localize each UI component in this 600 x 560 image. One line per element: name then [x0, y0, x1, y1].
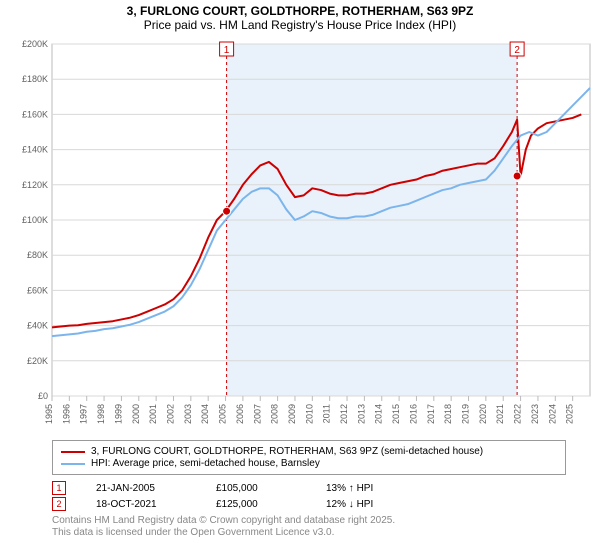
legend-swatch	[61, 451, 85, 453]
legend-label: HPI: Average price, semi-detached house,…	[91, 458, 320, 469]
svg-text:1999: 1999	[113, 404, 123, 424]
svg-text:2003: 2003	[183, 404, 193, 424]
svg-text:2024: 2024	[547, 404, 557, 424]
svg-text:2009: 2009	[287, 404, 297, 424]
legend-item: HPI: Average price, semi-detached house,…	[61, 458, 557, 469]
legend-label: 3, FURLONG COURT, GOLDTHORPE, ROTHERHAM,…	[91, 446, 483, 457]
legend-item: 3, FURLONG COURT, GOLDTHORPE, ROTHERHAM,…	[61, 446, 557, 457]
svg-text:£120K: £120K	[22, 180, 48, 190]
svg-text:2000: 2000	[131, 404, 141, 424]
svg-text:2018: 2018	[443, 404, 453, 424]
svg-text:1997: 1997	[79, 404, 89, 424]
svg-text:1998: 1998	[96, 404, 106, 424]
sale-delta: 12% ↓ HPI	[326, 499, 373, 510]
legend: 3, FURLONG COURT, GOLDTHORPE, ROTHERHAM,…	[52, 440, 566, 475]
sale-delta: 13% ↑ HPI	[326, 483, 373, 494]
svg-text:2016: 2016	[408, 404, 418, 424]
svg-text:2007: 2007	[252, 404, 262, 424]
svg-text:£40K: £40K	[27, 321, 48, 331]
svg-text:2025: 2025	[565, 404, 575, 424]
line-chart: £0 £20K £40K £60K £80K £100K £120K £140K £160K £1…	[4, 36, 596, 436]
svg-text:2017: 2017	[426, 404, 436, 424]
svg-text:£100K: £100K	[22, 215, 48, 225]
sale-events: 1 21-JAN-2005 £105,000 13% ↑ HPI 2 18-OCT-202…	[52, 481, 596, 511]
sale-date: 21-JAN-2005	[96, 483, 186, 494]
svg-text:2015: 2015	[391, 404, 401, 424]
svg-text:2006: 2006	[235, 404, 245, 424]
sale-date: 18-OCT-2021	[96, 499, 186, 510]
svg-text:£180K: £180K	[22, 74, 48, 84]
svg-text:2014: 2014	[374, 404, 384, 424]
attribution: Contains HM Land Registry data © Crown c…	[52, 515, 596, 538]
svg-text:2019: 2019	[461, 404, 471, 424]
chart-subtitle: Price paid vs. HM Land Registry's House …	[4, 18, 596, 32]
attribution-line: This data is licensed under the Open Gov…	[52, 527, 596, 539]
svg-text:2001: 2001	[148, 404, 158, 424]
svg-text:£0: £0	[38, 391, 48, 401]
svg-text:£140K: £140K	[22, 145, 48, 155]
sale-marker: 2	[52, 497, 66, 511]
svg-text:2008: 2008	[270, 404, 280, 424]
svg-text:2023: 2023	[530, 404, 540, 424]
svg-text:2: 2	[514, 45, 520, 56]
svg-text:2022: 2022	[513, 404, 523, 424]
svg-text:£160K: £160K	[22, 109, 48, 119]
svg-text:2002: 2002	[165, 404, 175, 424]
svg-text:2005: 2005	[218, 404, 228, 424]
svg-text:2011: 2011	[322, 404, 332, 423]
svg-text:1: 1	[224, 45, 230, 56]
svg-text:2004: 2004	[200, 404, 210, 424]
sale-row: 1 21-JAN-2005 £105,000 13% ↑ HPI	[52, 481, 596, 495]
legend-swatch	[61, 463, 85, 465]
svg-text:1995: 1995	[44, 404, 54, 424]
svg-text:£200K: £200K	[22, 39, 48, 49]
svg-text:1996: 1996	[61, 404, 71, 424]
svg-text:2012: 2012	[339, 404, 349, 424]
sale-price: £105,000	[216, 483, 296, 494]
chart-title: 3, FURLONG COURT, GOLDTHORPE, ROTHERHAM,…	[4, 4, 596, 18]
svg-text:2021: 2021	[495, 404, 505, 424]
attribution-line: Contains HM Land Registry data © Crown c…	[52, 515, 596, 527]
svg-text:£80K: £80K	[27, 250, 48, 260]
sale-marker: 1	[52, 481, 66, 495]
svg-text:£60K: £60K	[27, 285, 48, 295]
sale-price: £125,000	[216, 499, 296, 510]
svg-text:2010: 2010	[304, 404, 314, 424]
sale-row: 2 18-OCT-2021 £125,000 12% ↓ HPI	[52, 497, 596, 511]
svg-text:2020: 2020	[478, 404, 488, 424]
svg-text:2013: 2013	[356, 404, 366, 424]
svg-text:£20K: £20K	[27, 356, 48, 366]
chart-area: £0 £20K £40K £60K £80K £100K £120K £140K £160K £1…	[4, 36, 596, 436]
